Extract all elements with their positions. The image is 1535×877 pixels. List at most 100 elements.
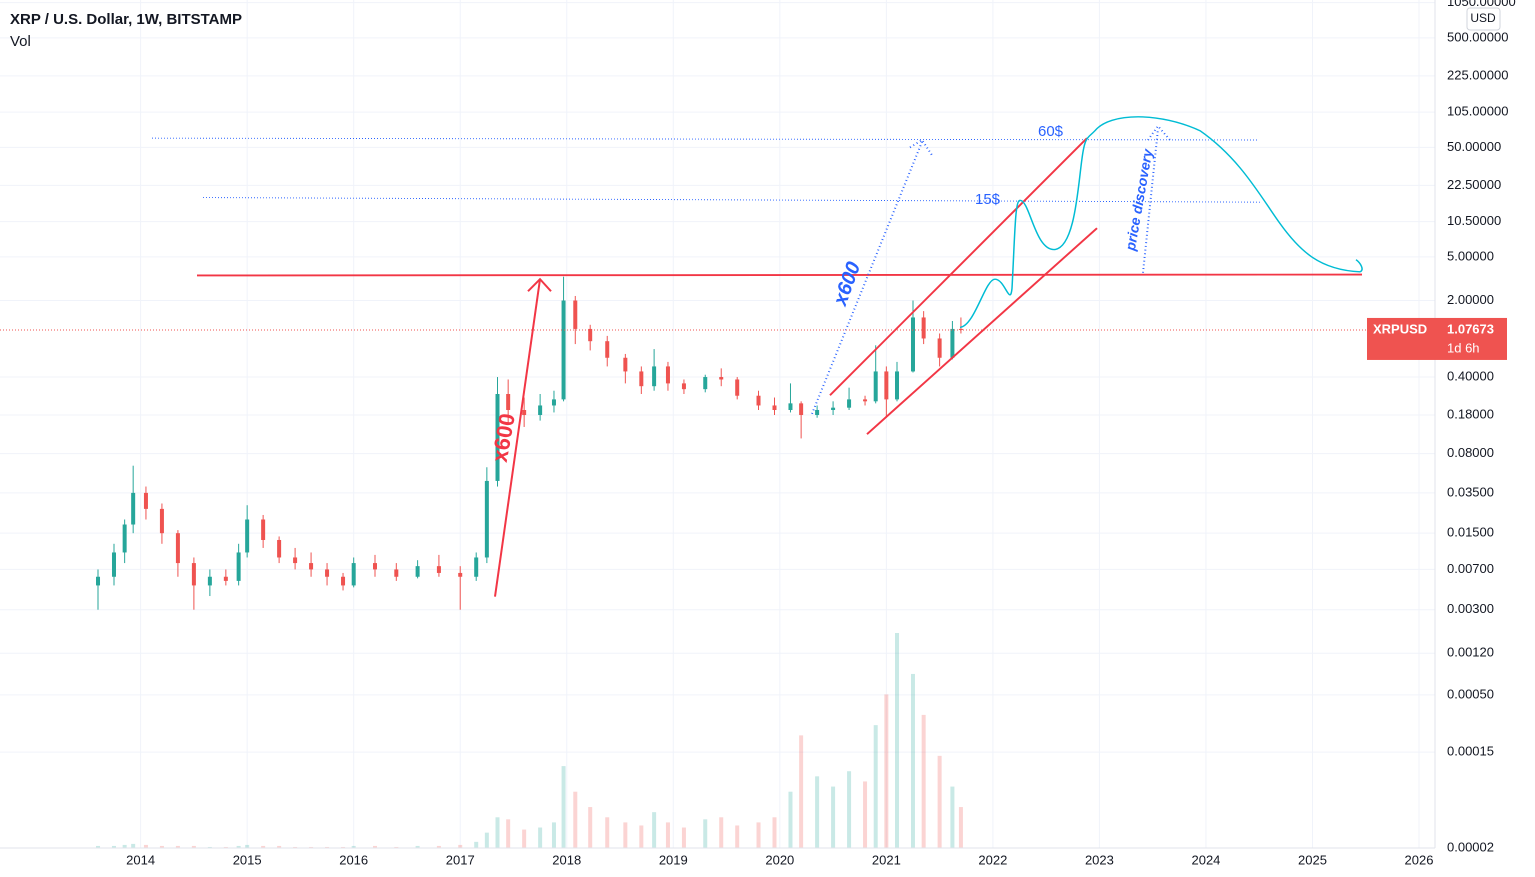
last-price-label: 1.07673 xyxy=(1447,321,1494,336)
candle-body xyxy=(847,399,852,408)
price-axis xyxy=(1436,848,1535,877)
volume-bar xyxy=(831,786,836,848)
candle-body xyxy=(159,508,164,534)
volume-bar xyxy=(191,845,196,848)
candle-body xyxy=(588,328,593,342)
blue-arrow-head xyxy=(909,138,934,158)
annotation-text: 60$ xyxy=(1038,123,1064,140)
volume-bar xyxy=(159,845,164,848)
y-tick-label: 0.00050 xyxy=(1447,686,1494,701)
candle-body xyxy=(538,405,543,416)
volume-bar xyxy=(551,822,556,848)
candle-body xyxy=(873,371,878,402)
y-tick-label: 500.00000 xyxy=(1447,29,1508,44)
volume-bar xyxy=(245,844,250,848)
candle-body xyxy=(341,576,346,586)
chart-subtitle: Vol xyxy=(10,33,31,50)
candle-body xyxy=(191,563,196,586)
candle-body xyxy=(665,366,670,384)
candle-body xyxy=(756,395,761,406)
volume-bar xyxy=(772,817,777,848)
candle-body xyxy=(223,576,228,581)
red-arrow xyxy=(494,279,541,597)
volume-bar xyxy=(703,819,708,848)
volume-bar xyxy=(484,832,489,848)
blue-arrow xyxy=(811,141,923,415)
volume-bar xyxy=(921,714,926,848)
candle-body xyxy=(309,563,314,570)
y-tick-label: 1050.00000 xyxy=(1447,0,1516,9)
volume-bar xyxy=(623,822,628,848)
y-tick-label: 0.18000 xyxy=(1447,406,1494,421)
volume-bar xyxy=(415,845,420,848)
candle-body xyxy=(415,566,420,577)
y-tick-label: 0.00015 xyxy=(1447,744,1494,759)
y-tick-label: 0.40000 xyxy=(1447,368,1494,383)
currency-button[interactable] xyxy=(1466,7,1501,31)
candle-body xyxy=(950,328,955,358)
candle-body xyxy=(351,563,356,586)
volume-bar xyxy=(756,822,761,848)
candle-body xyxy=(131,492,136,525)
x-tick-label: 2016 xyxy=(339,852,368,867)
volume-bar xyxy=(175,845,180,848)
candle-body xyxy=(884,371,889,400)
candle-body xyxy=(681,383,686,390)
volume-bar xyxy=(341,846,346,848)
candle-body xyxy=(815,410,820,416)
projection-curve xyxy=(959,116,1363,329)
channel-bottom xyxy=(866,227,1098,435)
x-tick-label: 2022 xyxy=(978,852,1007,867)
time-axis xyxy=(0,848,1535,877)
y-tick-label: 2.00000 xyxy=(1447,292,1494,307)
volume-bar xyxy=(799,735,804,848)
y-tick-label: 0.01500 xyxy=(1447,525,1494,540)
candle-body xyxy=(910,317,915,372)
y-tick-label: 5.00000 xyxy=(1447,248,1494,263)
x-tick-label: 2023 xyxy=(1085,852,1114,867)
candle-body xyxy=(719,377,724,380)
volume-bar xyxy=(436,845,441,848)
y-tick-label: 22.50000 xyxy=(1447,177,1501,192)
volume-bar xyxy=(458,844,463,848)
volume-bar xyxy=(950,786,955,848)
candle-body xyxy=(799,403,804,416)
volume-bar xyxy=(639,825,644,848)
level-60 xyxy=(151,137,1259,141)
candle-body xyxy=(261,519,266,540)
candle-body xyxy=(772,405,777,411)
candle-body xyxy=(236,552,241,581)
volume-bar xyxy=(96,845,101,848)
x-tick-label: 2019 xyxy=(659,852,688,867)
candle-body xyxy=(394,569,399,577)
volume-bar xyxy=(561,766,566,848)
volume-bar xyxy=(588,807,593,848)
y-tick-label: 105.00000 xyxy=(1447,104,1508,119)
candle-body xyxy=(175,533,180,564)
volume-bar xyxy=(788,791,793,848)
volume-bar xyxy=(863,781,868,848)
chart-title: XRP / U.S. Dollar, 1W, BITSTAMP xyxy=(10,11,242,28)
candle-body xyxy=(895,371,900,400)
candle-body xyxy=(143,492,148,509)
y-tick-label: 0.08000 xyxy=(1447,445,1494,460)
volume-bar xyxy=(522,829,527,848)
candle-body xyxy=(372,563,377,570)
candle-body xyxy=(122,524,127,553)
candle-body xyxy=(484,480,489,558)
channel-top xyxy=(829,137,1088,396)
candle-body xyxy=(293,557,298,564)
x-tick-label: 2024 xyxy=(1191,852,1220,867)
currency-label[interactable]: USD xyxy=(1470,11,1496,25)
volume-bar xyxy=(325,846,330,848)
volume-bar xyxy=(122,844,127,848)
candle-body xyxy=(474,557,479,577)
volume-bar xyxy=(847,771,852,848)
x-tick-label: 2026 xyxy=(1405,852,1434,867)
candle-body xyxy=(111,552,116,577)
volume-bar xyxy=(111,845,116,848)
volume-bar xyxy=(910,673,915,848)
volume-bar xyxy=(884,694,889,848)
volume-bar xyxy=(506,819,511,848)
